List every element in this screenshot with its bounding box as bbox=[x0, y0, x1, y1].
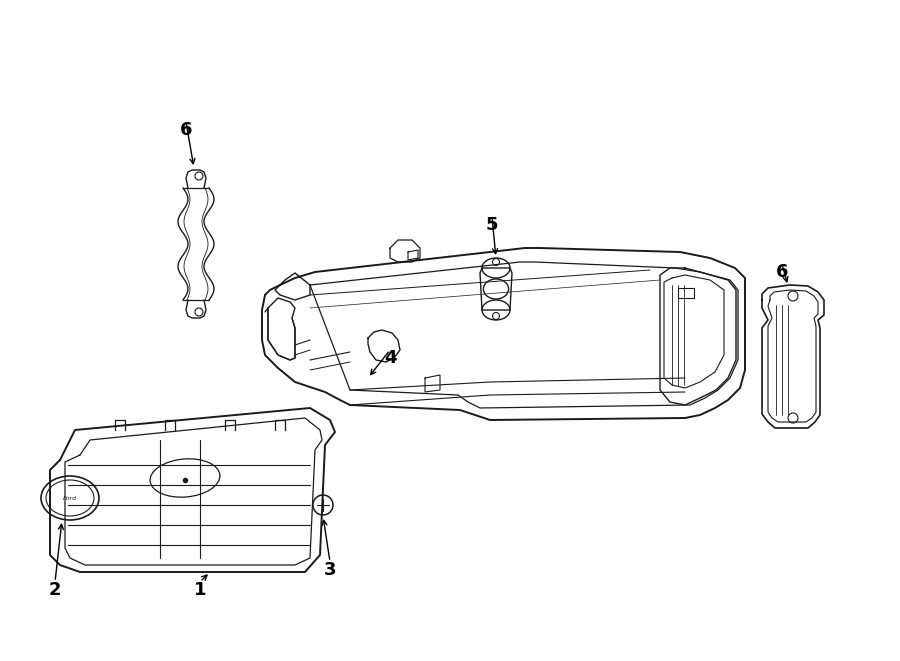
Text: 1: 1 bbox=[194, 581, 206, 599]
Text: 6: 6 bbox=[776, 263, 788, 281]
Text: Ford: Ford bbox=[63, 496, 77, 502]
Text: 5: 5 bbox=[486, 216, 499, 234]
Text: 4: 4 bbox=[383, 349, 396, 367]
Text: 3: 3 bbox=[324, 561, 337, 579]
Text: 6: 6 bbox=[180, 121, 193, 139]
Text: 2: 2 bbox=[49, 581, 61, 599]
